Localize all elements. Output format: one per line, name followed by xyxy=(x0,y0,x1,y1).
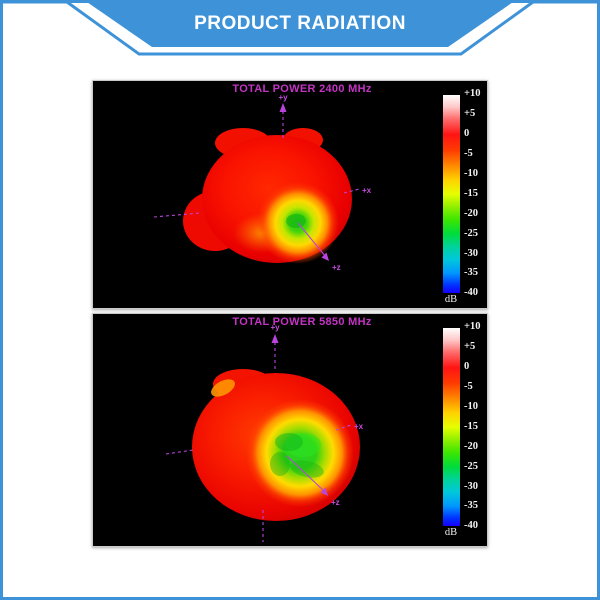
radiation-lobe-5850 xyxy=(192,369,360,521)
colorbar-gradient xyxy=(443,95,460,293)
axis-label-z: +z xyxy=(331,498,340,507)
radiation-pattern-figure-2400: +y +x +z xyxy=(153,93,372,272)
x-axis-line-left xyxy=(153,212,201,218)
colorbar-tick: -30 xyxy=(464,247,478,259)
colorbar-tick: -10 xyxy=(464,167,478,179)
colorbar-tick: 0 xyxy=(464,127,470,139)
colorbar-unit-label: dB xyxy=(444,294,458,305)
radiation-pattern-figure-5850: +y +x +z xyxy=(165,323,364,542)
colorbar-tick: -25 xyxy=(464,227,478,239)
radiation-plot-5850mhz: TOTAL POWER 5850 MHz xyxy=(92,313,488,547)
axis-label-x: +x xyxy=(362,186,372,195)
colorbar-gradient xyxy=(443,328,460,526)
colorbar-tick: -10 xyxy=(464,400,478,412)
colorbar-tick: -20 xyxy=(464,207,478,219)
colorbar-tick: -25 xyxy=(464,460,478,472)
z-axis-arrowhead xyxy=(320,487,328,496)
colorbar-tick: +10 xyxy=(464,88,481,99)
colorbar-tick: -35 xyxy=(464,267,478,279)
colorbar-tick: -35 xyxy=(464,500,478,512)
colorbar-tick: -20 xyxy=(464,440,478,452)
colorbar-ticks: +10 +5 0 -5 -10 -15 -20 -25 -30 -35 -40 xyxy=(464,88,490,299)
x-axis-line-right xyxy=(335,424,352,431)
page-title: PRODUCT RADIATION xyxy=(194,12,406,34)
colorbar-tick: -5 xyxy=(464,147,473,159)
plot-title-5850mhz: TOTAL POWER 5850 MHz xyxy=(232,316,372,328)
x-axis-line-left xyxy=(165,449,194,455)
axes-2400: +y +x +z xyxy=(153,93,372,272)
colorbar-tick: 0 xyxy=(464,360,470,372)
colorbar-ticks: +10 +5 0 -5 -10 -15 -20 -25 -30 -35 -40 xyxy=(464,321,490,532)
rim-hotspot xyxy=(211,379,235,397)
x-axis-line-right xyxy=(343,188,360,194)
colorbar-tick: +10 xyxy=(464,321,481,332)
z-axis-arrowhead xyxy=(321,252,329,261)
y-axis-arrowhead xyxy=(279,103,287,112)
radiation-lobe-2400 xyxy=(183,128,352,264)
colorbar-tick: +5 xyxy=(464,340,476,352)
axis-label-y: +y xyxy=(278,93,288,102)
colorbar-tick: -5 xyxy=(464,380,473,392)
colorbar-tick: -15 xyxy=(464,420,478,432)
colorbar-tick: -40 xyxy=(464,287,478,299)
axis-label-z: +z xyxy=(332,263,341,272)
radiation-plot-2400mhz: TOTAL POWER 2400 MHz xyxy=(92,80,488,309)
colorbar-tick: -30 xyxy=(464,480,478,492)
plot-title-2400mhz: TOTAL POWER 2400 MHz xyxy=(232,83,372,95)
y-axis-arrowhead xyxy=(271,334,279,343)
axis-label-x: +x xyxy=(354,422,364,431)
header-banner-shape xyxy=(84,0,516,47)
colorbar-tick: +5 xyxy=(464,107,476,119)
colorbar-tick: -40 xyxy=(464,520,478,532)
axis-label-y: +y xyxy=(270,323,280,332)
colorbar-unit-label: dB xyxy=(444,527,458,538)
axes-5850: +y +x +z xyxy=(165,323,364,542)
z-axis-arrow xyxy=(297,222,327,258)
z-axis-arrow xyxy=(286,455,326,493)
colorbar-tick: -15 xyxy=(464,187,478,199)
